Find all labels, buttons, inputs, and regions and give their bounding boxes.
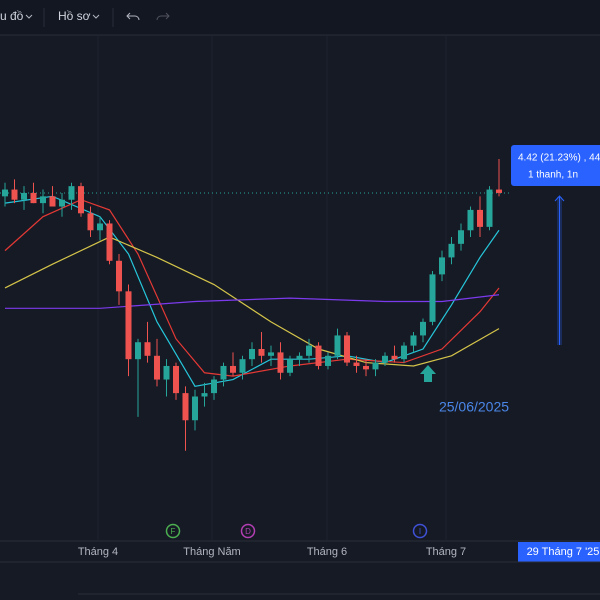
event-label: D <box>245 527 251 536</box>
candle-body <box>363 365 369 370</box>
candle-body <box>467 209 474 231</box>
candle-body <box>11 189 18 200</box>
candle-body <box>68 186 75 200</box>
candle-body <box>182 393 189 421</box>
moving-average <box>4 199 500 377</box>
candle-body <box>410 335 417 346</box>
candle-body <box>97 223 103 231</box>
cursor-date-box <box>518 542 600 562</box>
candle-body <box>458 230 464 244</box>
candle-body <box>144 342 151 356</box>
candle-body <box>30 192 37 204</box>
event-marker[interactable] <box>412 523 428 539</box>
date-annotation: 25/06/2025 <box>439 399 509 415</box>
candle-body <box>296 355 303 360</box>
moving-average <box>4 236 500 367</box>
event-marker[interactable] <box>240 523 256 539</box>
candle-body <box>192 396 198 421</box>
candle-body <box>201 393 208 397</box>
candle-body <box>268 352 274 356</box>
dropdown-icon[interactable] <box>92 14 100 19</box>
candle-body <box>287 359 293 373</box>
candle-body <box>353 362 360 366</box>
candle-body <box>306 345 312 356</box>
candle-body <box>486 189 493 227</box>
candle-body <box>344 335 350 363</box>
candle-body <box>230 365 236 373</box>
redo-icon[interactable] <box>156 12 170 21</box>
candle-body <box>382 355 388 363</box>
dropdown-icon[interactable] <box>25 14 33 19</box>
candle-body <box>277 352 284 373</box>
event-label: F <box>171 527 176 536</box>
candle-body <box>49 196 56 207</box>
candle-body <box>106 223 113 261</box>
event-label: I <box>419 527 421 536</box>
candle-body <box>173 365 179 394</box>
x-tick-label: Tháng 4 <box>78 546 118 558</box>
measure-sub: 1 thanh, 1n <box>528 170 578 181</box>
candle-body <box>211 379 217 394</box>
candle-body <box>496 189 502 193</box>
candle-body <box>163 365 170 380</box>
signal-arrow <box>420 365 436 382</box>
candle-body <box>135 342 141 360</box>
x-tick-label: Tháng Năm <box>183 546 240 558</box>
profile-menu[interactable]: Hồ sơ <box>58 9 91 23</box>
candle-body <box>315 345 322 366</box>
moving-average <box>5 294 500 309</box>
measure-arrowhead <box>554 195 565 202</box>
candle-body <box>429 274 436 322</box>
candle-body <box>239 359 246 373</box>
undo-icon[interactable] <box>126 12 140 21</box>
candle-body <box>325 355 331 366</box>
chart-menu[interactable]: u đồ <box>0 9 24 23</box>
candle-body <box>477 209 483 227</box>
candle-body <box>401 345 407 360</box>
candle-body <box>249 349 255 360</box>
candle-body <box>21 192 27 200</box>
candle-body <box>448 243 455 258</box>
candle-body <box>220 365 227 380</box>
x-tick-label: Tháng 7 <box>426 546 466 558</box>
x-tick-label: Tháng 6 <box>307 546 347 558</box>
candle-body <box>116 260 122 292</box>
candle-body <box>391 355 398 360</box>
cursor-date: 29 Tháng 7 '25 <box>527 546 600 558</box>
candle-body <box>372 362 379 370</box>
candle-body <box>420 321 426 336</box>
measure-main: 4.42 (21.23%) , 442 <box>518 153 600 164</box>
candle-body <box>125 291 132 360</box>
toolbar <box>0 0 600 35</box>
candle-body <box>87 213 94 231</box>
candle-body <box>59 199 65 207</box>
candle-body <box>40 196 46 204</box>
event-marker[interactable] <box>165 523 181 539</box>
candle-body <box>78 186 84 214</box>
candle-body <box>439 257 445 275</box>
candle-body <box>334 335 341 356</box>
candle-body <box>258 349 265 356</box>
measure-box <box>511 145 600 186</box>
grid <box>97 36 447 540</box>
candle-body <box>2 189 8 197</box>
candle-body <box>154 355 160 380</box>
